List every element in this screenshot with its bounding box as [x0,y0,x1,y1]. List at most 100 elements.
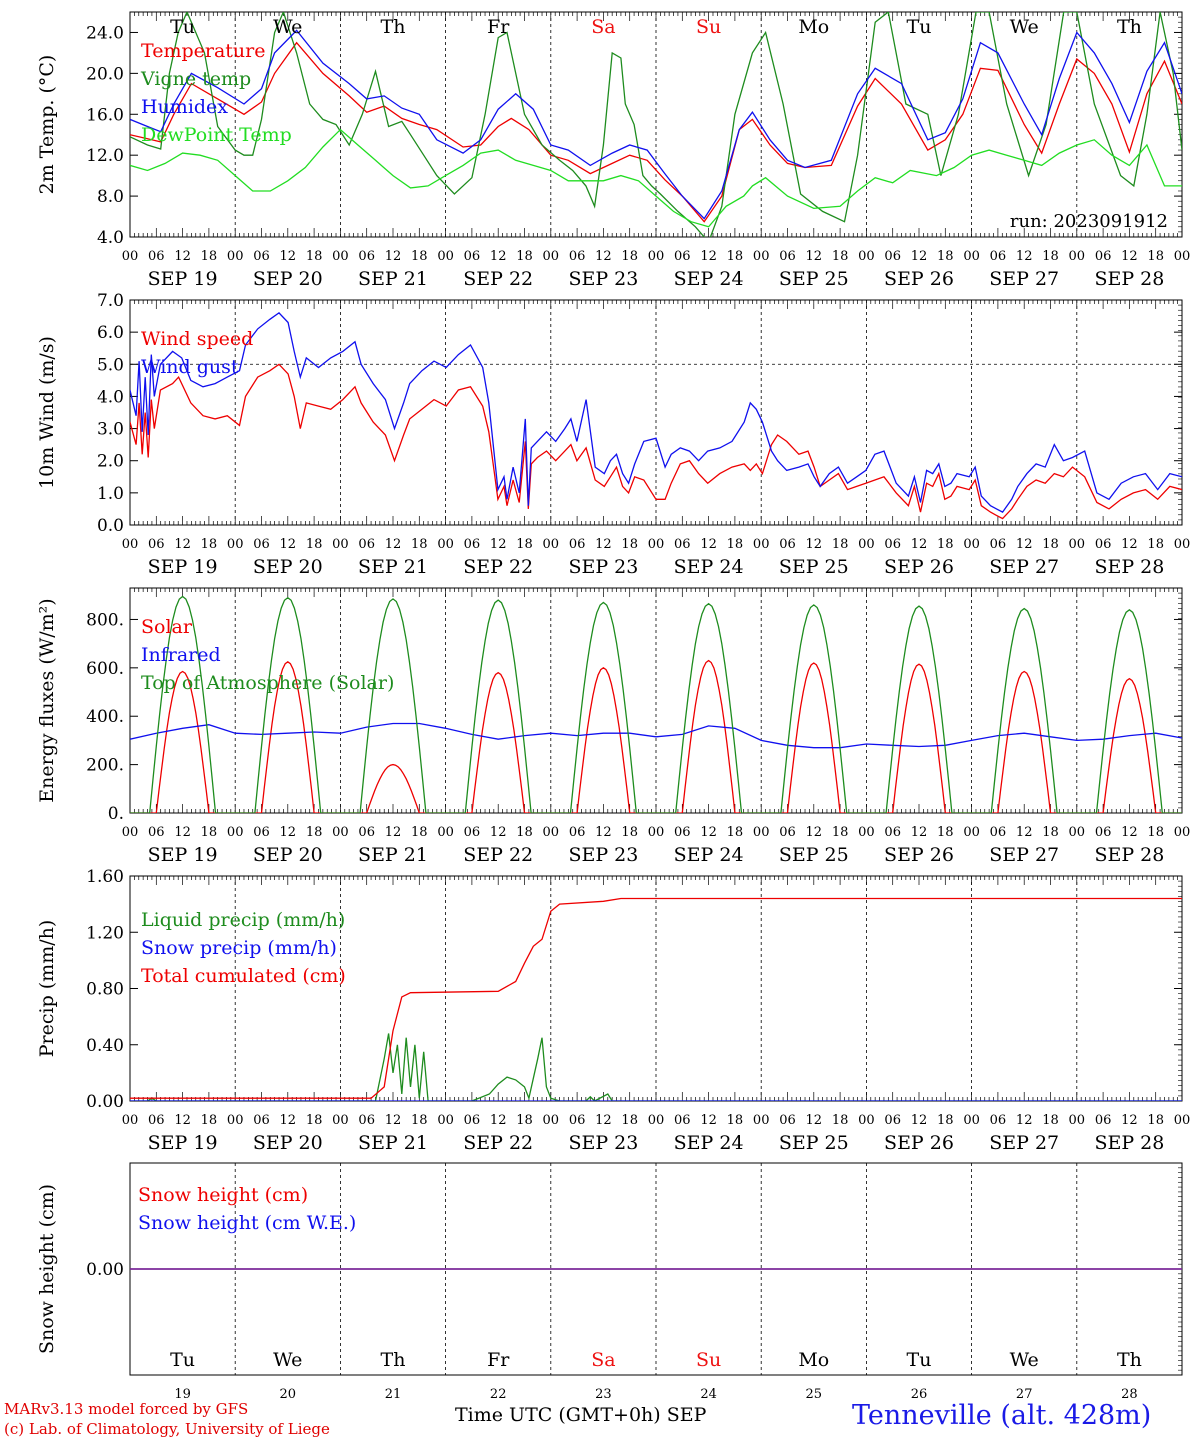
date-label: SEP 22 [463,1132,533,1154]
hour-tick-label: 00 [648,825,665,840]
hour-tick-label: 12 [280,825,297,840]
hour-tick-label: 06 [148,537,165,552]
hour-tick-label: 00 [122,1113,139,1128]
legend-entry: DewPoint Temp [141,124,292,146]
legend-entry: Snow height (cm W.E.) [138,1212,356,1234]
day-abbr-label: Su [696,1349,721,1371]
hour-tick-label: 18 [727,1113,744,1128]
series-line-temperature [130,41,1182,223]
day-number-label: 20 [280,1387,297,1402]
hour-tick-label: 00 [543,249,560,264]
date-label: SEP 21 [358,844,428,866]
date-label: SEP 24 [674,1132,744,1154]
hour-tick-label: 12 [1016,825,1033,840]
hour-tick-label: 12 [700,1113,717,1128]
hour-tick-label: 18 [832,825,849,840]
hour-tick-label: 00 [437,825,454,840]
series-line-total-cumulated-cm- [130,897,1182,1099]
hour-tick-label: 06 [779,825,796,840]
hour-tick-label: 18 [516,825,533,840]
hour-tick-label: 12 [280,537,297,552]
date-label: SEP 24 [674,844,744,866]
hour-tick-label: 00 [332,1113,349,1128]
date-label: SEP 19 [148,556,218,578]
y-tick-label: 3.0 [97,420,124,440]
date-label: SEP 19 [148,268,218,290]
series-line-vigne-temp [130,12,1182,237]
hour-tick-label: 12 [280,1113,297,1128]
day-number-label: 22 [490,1387,507,1402]
day-abbr-label: Th [381,1349,406,1371]
day-abbr-label: We [273,16,302,38]
date-label: SEP 20 [253,844,323,866]
panel-wind: 0.0 1.0 2.0 3.0 4.0 5.0 6.0 7.0 10m Wind (m/s) 00… [36,291,1190,578]
hour-tick-label: 12 [490,249,507,264]
series-line-top-of-atmosphere-solar- [130,595,1182,813]
y-tick-label: 8.0 [97,187,124,207]
hour-tick-label: 12 [595,249,612,264]
hour-tick-label: 00 [122,249,139,264]
hour-tick-label: 06 [884,537,901,552]
hour-tick-label: 18 [306,1113,323,1128]
hour-tick-label: 18 [727,537,744,552]
y-tick-label: 200. [86,756,124,776]
hour-tick-label: 12 [1016,249,1033,264]
hour-tick-label: 18 [832,1113,849,1128]
hour-tick-label: 00 [332,825,349,840]
y-tick-label: 12.0 [86,146,124,166]
hour-tick-label: 00 [753,537,770,552]
hour-tick-label: 06 [464,249,481,264]
day-abbr-label: We [273,1349,302,1371]
date-label: SEP 25 [779,844,849,866]
hour-tick-label: 06 [569,1113,586,1128]
date-label: SEP 28 [1094,268,1164,290]
date-label: SEP 20 [253,268,323,290]
hour-tick-label: 06 [1095,537,1112,552]
day-number-label: 27 [1016,1387,1033,1402]
hour-tick-label: 06 [990,825,1007,840]
panel-energy: 0. 200. 400. 600. 800. Energy fluxes (W/m²) 00… [36,587,1190,866]
day-number-label: 25 [806,1387,823,1402]
y-tick-label: 5.0 [97,355,124,375]
hour-tick-label: 12 [911,537,928,552]
hour-tick-label: 06 [253,1113,270,1128]
hour-tick-label: 12 [1016,1113,1033,1128]
hour-tick-label: 00 [963,1113,980,1128]
day-abbr-label: Su [696,16,721,38]
hour-tick-label: 00 [963,537,980,552]
hour-tick-label: 18 [621,249,638,264]
station-name: Tenneville (alt. 428m) [852,1400,1152,1431]
legend-entry: Vigne temp [140,68,251,90]
hour-tick-label: 06 [990,537,1007,552]
hour-tick-label: 18 [516,537,533,552]
hour-tick-label: 18 [1147,1113,1164,1128]
hour-tick-label: 12 [700,249,717,264]
hour-tick-label: 12 [806,825,823,840]
panel-snow: 0.00 Snow height (cm) Snow height (cm) Snow… [36,1162,1183,1402]
legend-entry: Liquid precip (mm/h) [141,909,345,931]
hour-tick-label: 06 [884,825,901,840]
credit-line-2: (c) Lab. of Climatology, University of L… [4,1420,330,1438]
hour-tick-label: 18 [201,825,218,840]
day-abbr-label: Th [381,16,406,38]
y-tick-label: 4.0 [97,387,124,407]
hour-tick-label: 12 [1121,537,1138,552]
y-axis-label: Snow height (cm) [36,1184,58,1354]
y-tick-label: 4.0 [97,228,124,248]
hour-tick-label: 12 [1121,825,1138,840]
hour-tick-label: 18 [411,249,428,264]
day-abbr-label: Fr [487,16,510,38]
hour-tick-label: 18 [1042,825,1059,840]
day-number-label: 26 [911,1387,928,1402]
hour-tick-label: 12 [174,249,191,264]
hour-tick-label: 12 [174,825,191,840]
hour-tick-label: 18 [1042,1113,1059,1128]
y-tick-label: 0.40 [86,1036,124,1056]
y-axis-label: Precip (mm/h) [36,920,58,1058]
y-tick-label: 1.60 [86,867,124,887]
day-abbr-label: Tu [907,16,932,38]
y-tick-label: 20.0 [86,64,124,84]
hour-tick-label: 06 [253,537,270,552]
legend-entry: Top of Atmosphere (Solar) [141,672,394,694]
day-number-label: 21 [385,1387,402,1402]
